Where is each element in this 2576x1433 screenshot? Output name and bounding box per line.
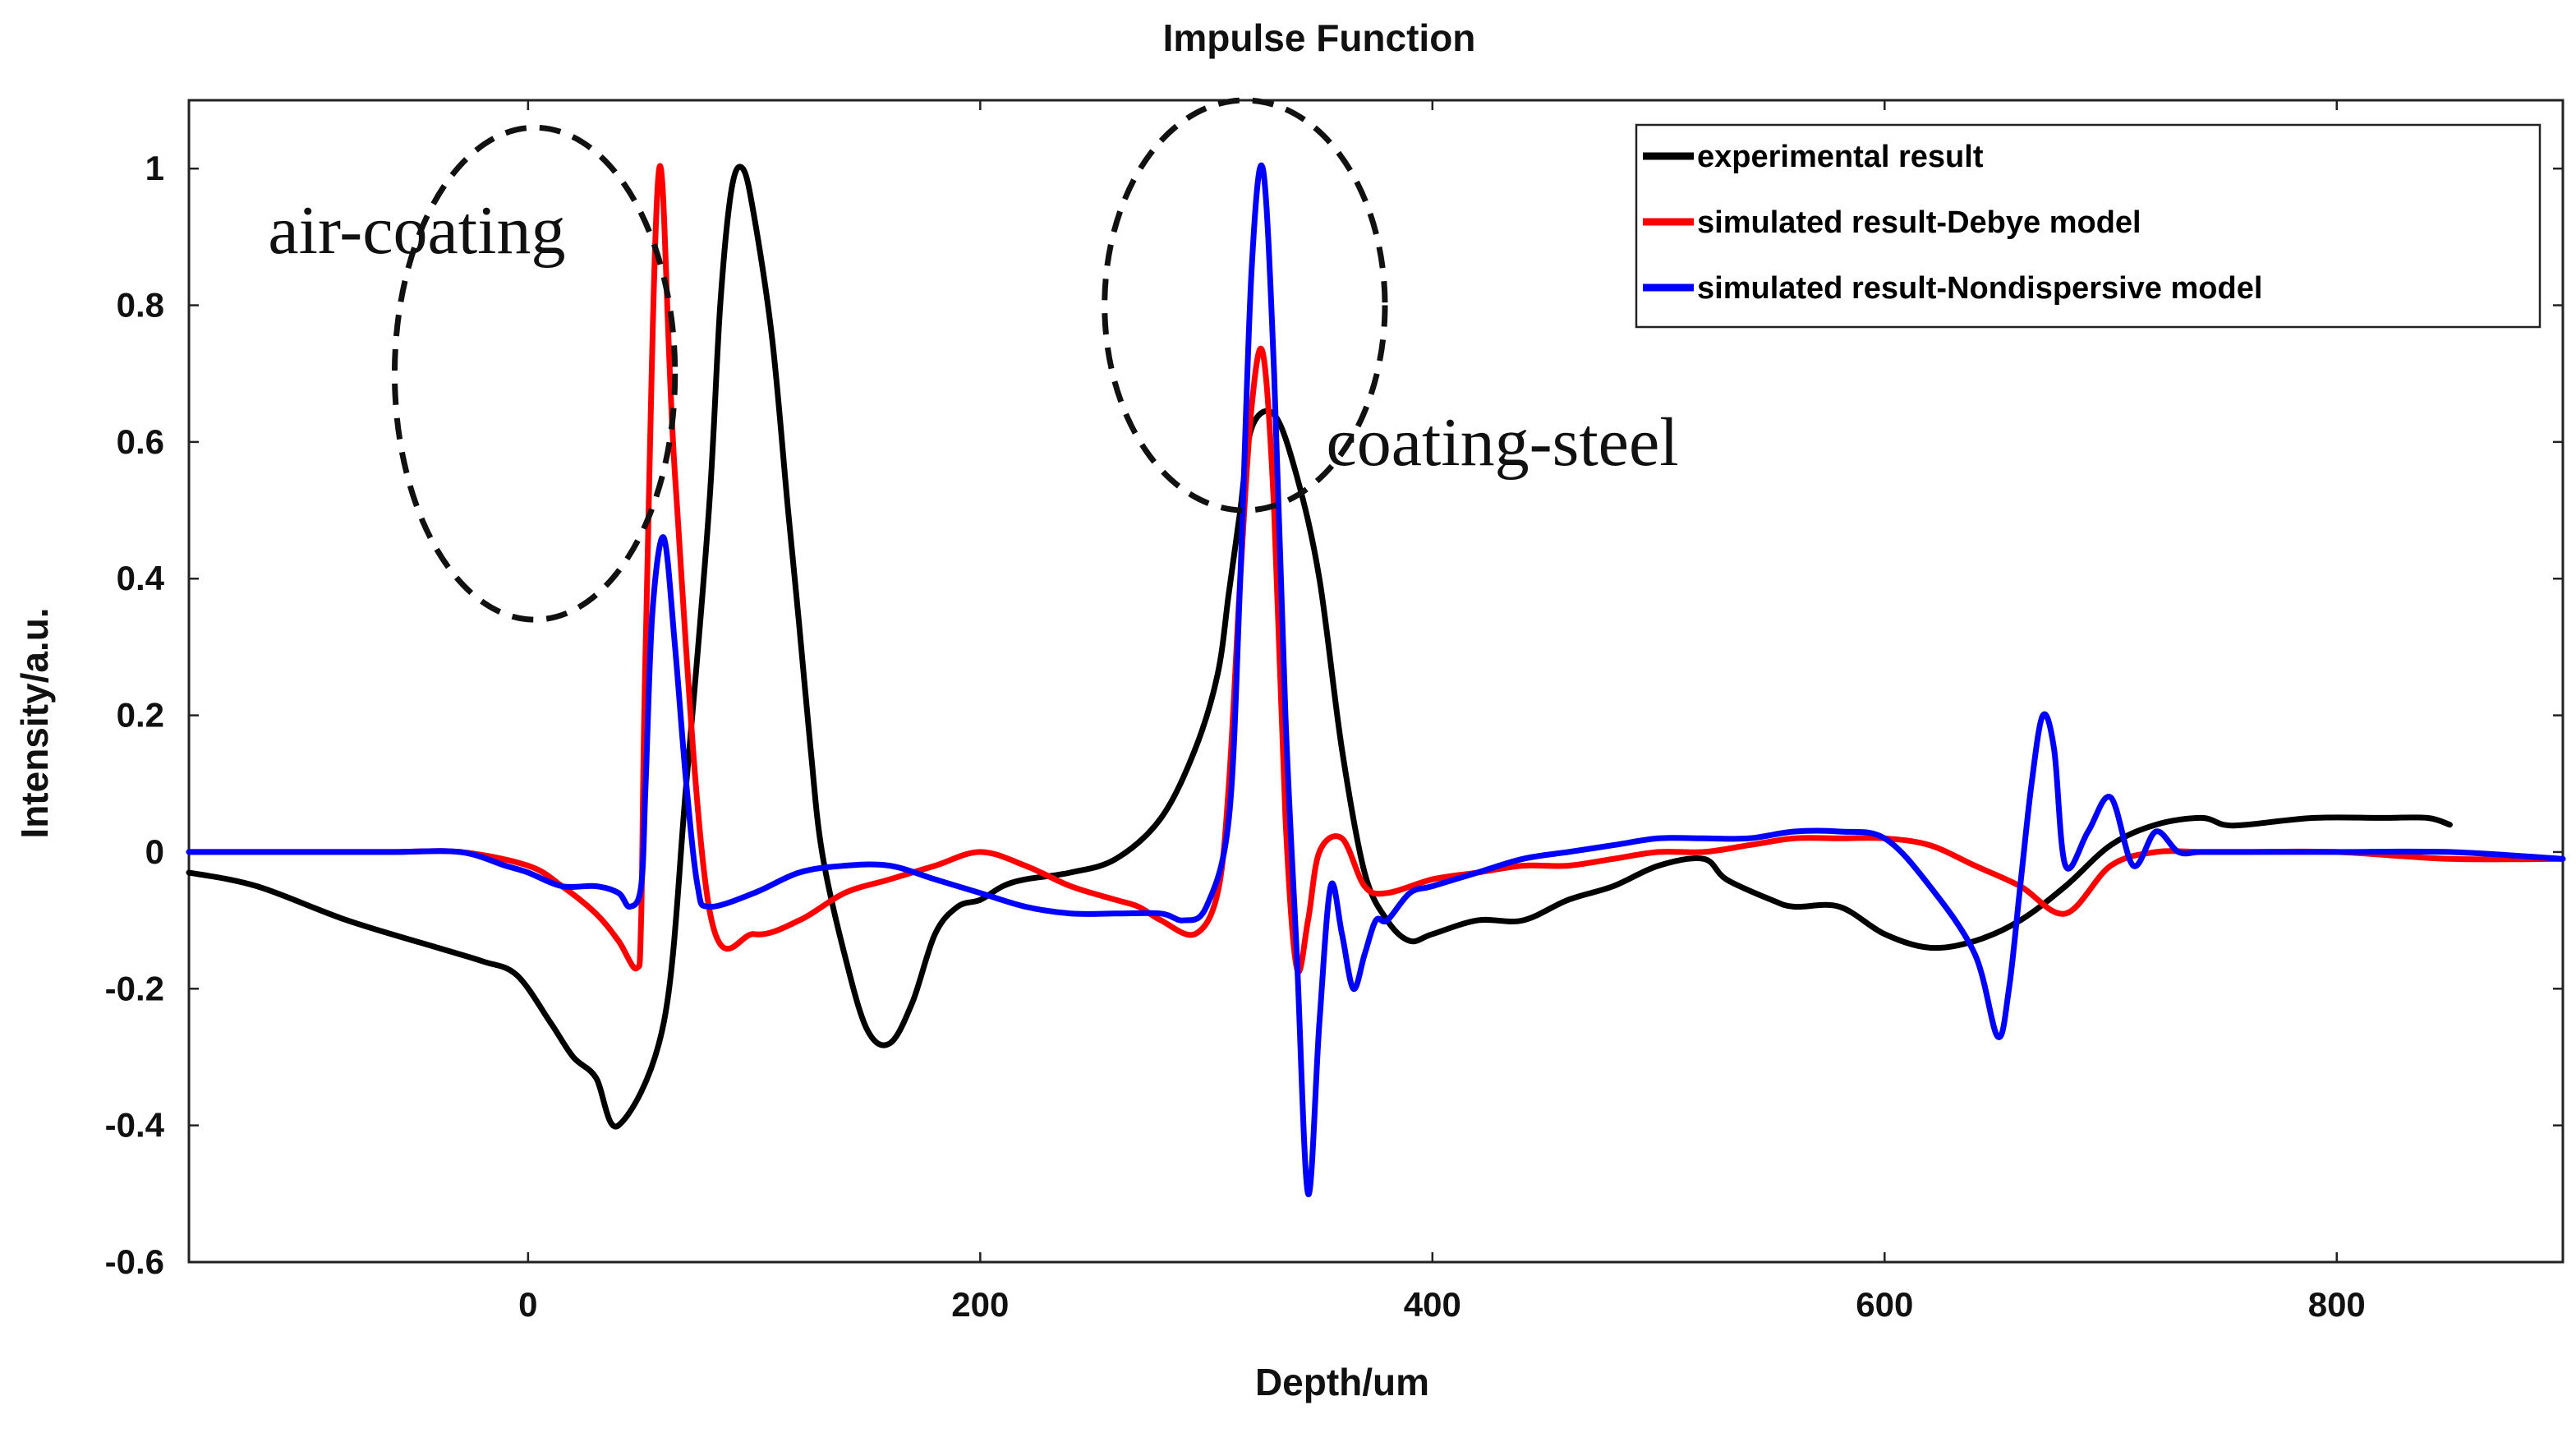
y-axis: 1 0.8 0.6 0.4 0.2 0 -0.2 -0.4 -0.6: [105, 149, 2563, 1281]
x-axis-label: Depth/um: [1255, 1361, 1429, 1403]
annotations: air-coating coating-steel: [268, 192, 1678, 481]
y-tick-label: -0.4: [105, 1106, 165, 1145]
legend: experimental result simulated result-Deby…: [1635, 123, 2542, 329]
y-tick-label: 0.6: [117, 422, 164, 461]
x-axis: 0 200 400 600 800: [518, 100, 2366, 1324]
x-tick-label: 0: [518, 1285, 537, 1324]
y-tick-label: 0.4: [117, 559, 165, 597]
annotation-air-coating: air-coating: [268, 192, 565, 269]
legend-item-nondispersive: simulated result-Nondispersive model: [1643, 271, 2262, 306]
legend-label: simulated result-Debye model: [1697, 205, 2141, 240]
y-tick-label: -0.2: [105, 969, 164, 1007]
x-tick-label: 800: [2308, 1285, 2366, 1324]
series-layer: [186, 162, 2566, 1197]
x-tick-label: 200: [951, 1285, 1009, 1324]
plot-area-frame: [187, 99, 2564, 1264]
legend-box: [1635, 123, 2542, 329]
annotation-coating-steel: coating-steel: [1326, 404, 1678, 481]
legend-item-experimental: experimental result: [1643, 140, 1984, 174]
y-tick-label: 0.2: [117, 696, 164, 735]
y-tick-label: 1: [145, 149, 164, 187]
x-tick-label: 600: [1856, 1285, 1913, 1324]
series-nondispersive-line: [186, 162, 2566, 1197]
legend-label: simulated result-Nondispersive model: [1697, 271, 2262, 306]
coating-steel-peak-ellipse: [1102, 97, 1388, 514]
x-tick-label: 400: [1404, 1285, 1461, 1324]
air-coating-peak-ellipse: [391, 124, 678, 623]
y-tick-label: 0.8: [117, 286, 164, 325]
legend-item-debye: simulated result-Debye model: [1643, 205, 2141, 240]
y-tick-label: 0: [145, 832, 164, 871]
y-tick-label: -0.6: [105, 1242, 164, 1281]
legend-label: experimental result: [1697, 140, 1984, 174]
chart-title: Impulse Function: [1163, 16, 1476, 59]
y-axis-label: Intensity/a.u.: [13, 607, 56, 838]
highlight-ellipses: [391, 97, 1388, 623]
